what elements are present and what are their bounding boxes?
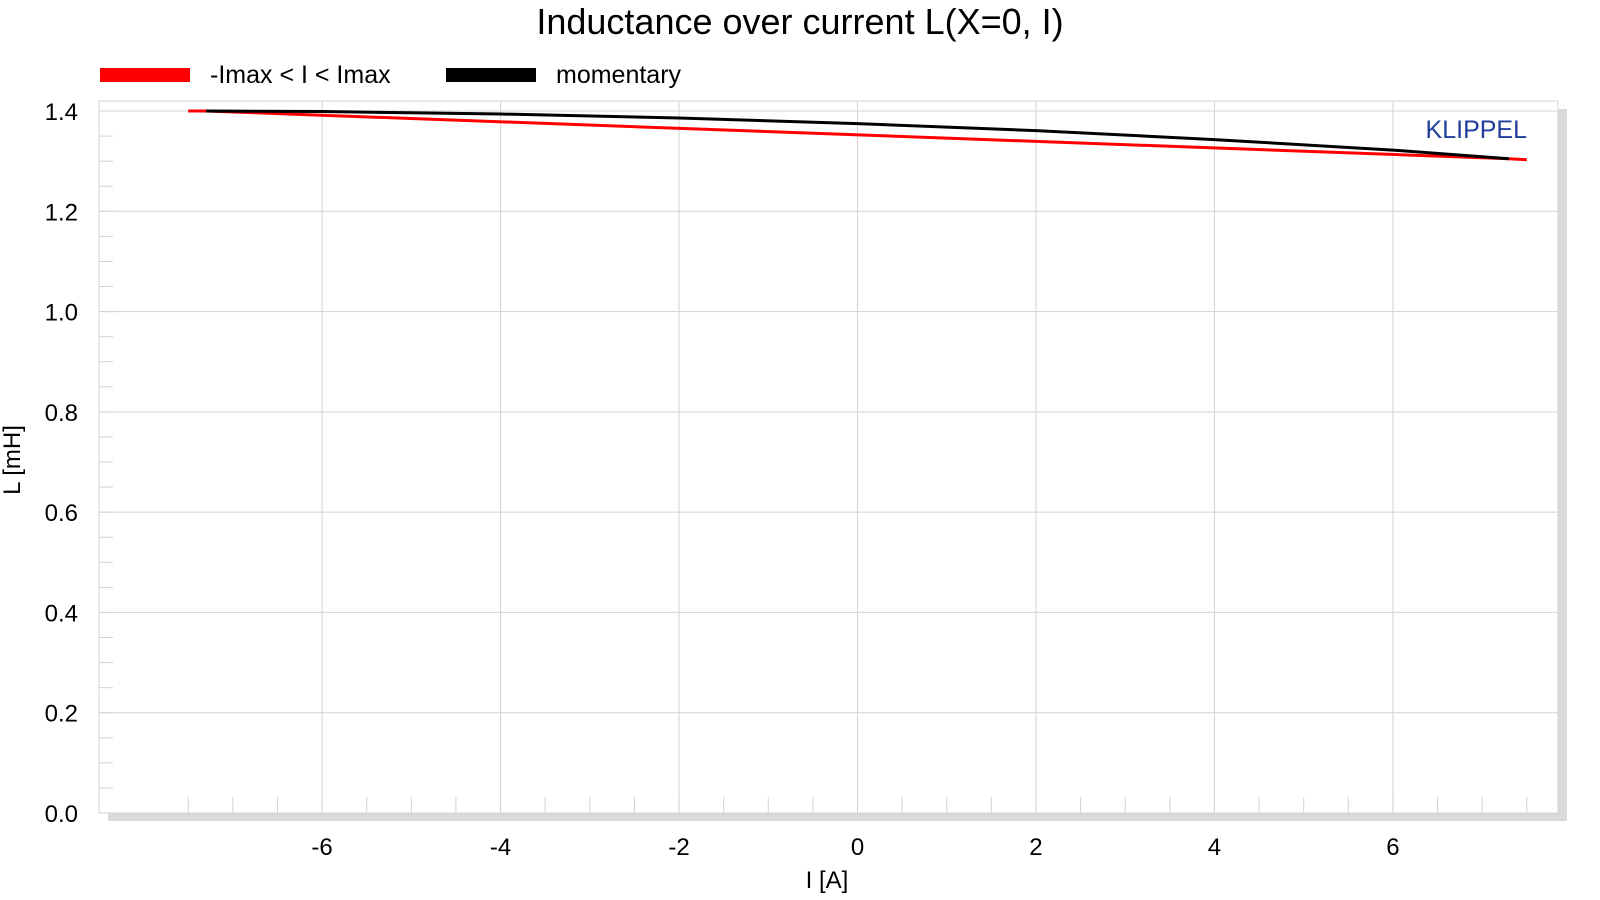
grid <box>99 101 1558 814</box>
x-tick-labels: -6 -4 -2 0 2 4 6 <box>311 834 1399 861</box>
x-tick-label: -4 <box>490 834 511 861</box>
series-line-momentary <box>206 109 1510 161</box>
legend-swatch-momentary <box>446 68 536 82</box>
plot-area <box>98 100 1559 814</box>
x-tick-label: 6 <box>1386 834 1399 861</box>
legend: -Imax < I < Imax momentary <box>100 61 682 89</box>
x-tick-label: -6 <box>311 834 332 861</box>
y-tick-label: 1.0 <box>45 300 78 327</box>
y-tick-label: 0.6 <box>45 500 78 527</box>
y-tick-label: 1.4 <box>45 99 78 126</box>
y-tick-label: 0.0 <box>45 801 78 828</box>
y-tick-labels: 0.0 0.2 0.4 0.6 0.8 1.0 1.2 1.4 <box>45 99 78 828</box>
y-tick-label: 0.8 <box>45 400 78 427</box>
minor-ticks <box>99 110 1528 814</box>
x-tick-label: 4 <box>1208 834 1221 861</box>
x-tick-label: 0 <box>851 834 864 861</box>
legend-swatch-range <box>100 68 190 82</box>
x-tick-label: 2 <box>1029 834 1042 861</box>
klippel-watermark: KLIPPEL <box>1426 116 1528 144</box>
x-axis-label: I [A] <box>806 867 849 894</box>
series-line-range <box>188 109 1527 162</box>
legend-label-range: -Imax < I < Imax <box>210 61 391 89</box>
series <box>188 109 1527 162</box>
y-tick-label: 0.2 <box>45 701 78 728</box>
chart-title: Inductance over current L(X=0, I) <box>536 1 1063 42</box>
x-tick-label: -2 <box>668 834 689 861</box>
y-axis-label: L [mH] <box>0 425 26 495</box>
legend-label-momentary: momentary <box>556 61 682 89</box>
y-tick-label: 0.4 <box>45 600 78 627</box>
y-tick-label: 1.2 <box>45 199 78 226</box>
